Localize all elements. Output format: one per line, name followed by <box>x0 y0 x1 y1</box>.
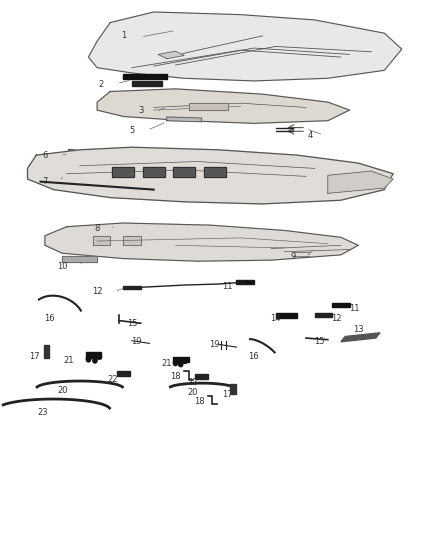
Polygon shape <box>332 303 350 308</box>
Polygon shape <box>143 167 165 177</box>
Text: 15: 15 <box>127 319 137 328</box>
Polygon shape <box>88 12 402 81</box>
Circle shape <box>183 358 187 364</box>
Text: 11: 11 <box>223 281 233 290</box>
Text: 19: 19 <box>131 337 141 346</box>
Circle shape <box>86 357 91 362</box>
Text: 10: 10 <box>57 262 67 271</box>
Polygon shape <box>97 89 350 123</box>
Text: 1: 1 <box>120 31 126 41</box>
Text: 21: 21 <box>162 359 172 367</box>
Polygon shape <box>86 352 102 358</box>
Polygon shape <box>188 103 228 110</box>
Polygon shape <box>328 171 393 193</box>
Text: 19: 19 <box>209 341 220 350</box>
Text: 16: 16 <box>44 314 55 323</box>
Polygon shape <box>341 333 380 342</box>
Text: 22: 22 <box>187 377 198 386</box>
Circle shape <box>97 354 102 359</box>
Polygon shape <box>123 74 167 79</box>
Polygon shape <box>315 313 332 317</box>
Text: 23: 23 <box>37 408 48 417</box>
Polygon shape <box>44 345 49 358</box>
Text: 16: 16 <box>248 352 259 361</box>
Polygon shape <box>62 256 97 262</box>
Polygon shape <box>93 236 110 245</box>
Polygon shape <box>45 223 358 261</box>
Polygon shape <box>167 117 201 122</box>
Polygon shape <box>28 147 393 204</box>
Text: 3: 3 <box>138 106 143 115</box>
Text: 17: 17 <box>29 352 39 361</box>
Text: 4: 4 <box>308 131 313 140</box>
Polygon shape <box>123 236 141 245</box>
Text: 13: 13 <box>353 325 364 334</box>
Circle shape <box>173 360 178 366</box>
Text: 2: 2 <box>99 80 104 89</box>
Circle shape <box>179 361 183 367</box>
Polygon shape <box>64 150 86 160</box>
Polygon shape <box>123 286 141 289</box>
Text: 18: 18 <box>170 372 181 381</box>
Text: 22: 22 <box>107 375 118 384</box>
Polygon shape <box>230 384 236 394</box>
Text: 17: 17 <box>223 390 233 399</box>
Text: 15: 15 <box>314 337 325 346</box>
Polygon shape <box>276 313 297 318</box>
Text: 6: 6 <box>42 151 48 160</box>
Polygon shape <box>88 150 110 160</box>
Text: 8: 8 <box>95 224 100 233</box>
Polygon shape <box>173 357 188 362</box>
Polygon shape <box>132 81 162 86</box>
Polygon shape <box>195 374 208 379</box>
Circle shape <box>93 358 97 363</box>
Polygon shape <box>117 371 130 376</box>
Text: 21: 21 <box>64 357 74 366</box>
Polygon shape <box>113 167 134 177</box>
Text: 18: 18 <box>194 397 205 406</box>
Text: 20: 20 <box>57 385 67 394</box>
Text: 12: 12 <box>92 287 102 296</box>
Text: 11: 11 <box>349 304 359 313</box>
Polygon shape <box>158 51 184 59</box>
Text: 7: 7 <box>42 177 48 186</box>
Text: 20: 20 <box>187 387 198 397</box>
Text: 14: 14 <box>270 314 281 323</box>
Text: 9: 9 <box>290 253 296 262</box>
Polygon shape <box>204 167 226 177</box>
Polygon shape <box>237 280 254 284</box>
Text: 12: 12 <box>331 314 342 323</box>
Polygon shape <box>173 167 195 177</box>
Text: 5: 5 <box>129 126 134 135</box>
